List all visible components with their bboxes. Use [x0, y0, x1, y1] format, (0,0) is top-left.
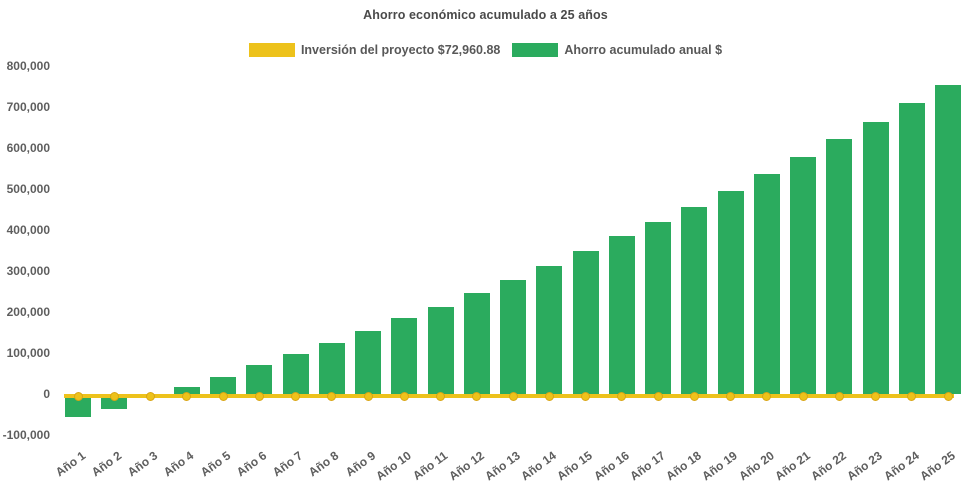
x-axis-label: Año 18	[663, 448, 705, 484]
bar-year-21	[790, 156, 816, 395]
investment-line-marker	[726, 391, 735, 401]
investment-line-marker	[218, 391, 228, 401]
y-axis-tick-label: 600,000	[6, 141, 50, 155]
legend-swatch-savings-icon	[512, 43, 559, 57]
bar-year-6	[246, 365, 273, 395]
x-axis-label: Año 9	[342, 448, 378, 480]
bar-year-5	[210, 376, 236, 395]
x-axis-label: Año 2	[88, 448, 125, 480]
investment-line-marker	[834, 391, 844, 401]
bar-year-11	[427, 306, 454, 395]
investment-line-marker	[653, 391, 663, 401]
bar-year-14	[536, 266, 563, 395]
x-axis-label: Año 14	[518, 448, 560, 484]
bar-year-12	[463, 292, 490, 395]
x-axis-label: Año 17	[627, 448, 668, 484]
y-axis-tick-label: 0	[43, 387, 50, 401]
legend-swatch-investment-icon	[248, 43, 295, 57]
x-axis-label: Año 6	[233, 448, 270, 480]
legend-label-savings: Ahorro acumulado anual $	[564, 43, 723, 57]
x-axis-label: Año 19	[699, 448, 741, 484]
chart-title: Ahorro económico acumulado a 25 años	[363, 8, 608, 22]
y-axis-tick-label: 200,000	[6, 305, 50, 319]
investment-line-marker	[109, 391, 119, 401]
investment-line-marker	[762, 391, 772, 401]
legend-entry-savings: Ahorro acumulado anual $	[512, 43, 722, 57]
y-axis-tick-label: -100,000	[2, 428, 50, 442]
investment-line-marker	[871, 391, 880, 401]
y-axis-tick-label: 100,000	[6, 346, 50, 360]
x-axis-label: Año 16	[590, 448, 632, 484]
investment-line-marker	[581, 391, 590, 401]
x-axis-label: Año 3	[125, 448, 161, 480]
bar-year-1	[65, 394, 91, 418]
x-axis-label: Año 12	[445, 448, 487, 484]
investment-line-marker	[73, 391, 83, 401]
investment-line-marker	[436, 391, 445, 401]
x-axis-label: Año 21	[772, 448, 813, 484]
investment-line-marker	[544, 391, 554, 401]
x-axis-label: Año 8	[306, 448, 342, 480]
legend-entry-investment: Inversión del proyecto $72,960.88	[248, 43, 501, 57]
bar-year-23	[862, 121, 889, 395]
bar-year-20	[753, 173, 780, 395]
investment-line-marker	[617, 391, 627, 401]
investment-line-marker	[291, 391, 300, 401]
bar-year-17	[645, 221, 671, 395]
investment-line-marker	[182, 391, 192, 401]
bar-year-15	[572, 251, 599, 395]
y-axis-tick-label: 700,000	[6, 100, 50, 114]
bar-year-10	[391, 318, 418, 395]
x-axis-label: Año 5	[197, 448, 233, 480]
legend-label-investment: Inversión del proyecto $72,960.88	[300, 43, 501, 57]
bar-year-4	[173, 386, 200, 395]
bar-year-9	[355, 331, 381, 395]
x-axis-label: Año 1	[52, 448, 88, 480]
x-axis-label: Año 7	[270, 448, 306, 480]
x-axis-label: Año 20	[735, 448, 777, 484]
x-axis-label: Año 4	[161, 448, 197, 480]
y-axis-tick-label: 500,000	[6, 182, 50, 196]
x-axis-label: Año 11	[410, 448, 451, 483]
x-axis-label: Año 13	[482, 448, 523, 484]
bar-year-18	[681, 207, 708, 395]
investment-line-marker	[254, 391, 264, 401]
investment-line-marker	[907, 391, 917, 401]
bar-year-7	[282, 354, 309, 395]
bar-year-25	[935, 84, 961, 395]
bar-year-16	[608, 236, 635, 395]
x-axis-label: Año 25	[917, 448, 958, 484]
investment-line-marker	[146, 391, 155, 401]
x-axis-label: Año 10	[373, 448, 415, 484]
x-axis-label: Año 15	[554, 448, 596, 484]
bar-year-24	[898, 103, 925, 395]
investment-line-marker	[327, 391, 337, 401]
x-axis-label: Año 22	[808, 448, 850, 484]
investment-line-marker	[943, 391, 953, 401]
investment-line-marker	[399, 391, 409, 401]
investment-line-marker	[363, 391, 373, 401]
bar-year-13	[500, 279, 526, 395]
legend: Inversión del proyecto $72,960.88 Ahorro…	[0, 43, 971, 57]
x-axis-label: Año 24	[880, 448, 922, 484]
investment-line-marker	[689, 391, 699, 401]
y-axis-tick-label: 300,000	[6, 264, 50, 278]
y-axis-tick-label: 400,000	[6, 223, 50, 237]
investment-line-marker	[508, 391, 518, 401]
y-axis-tick-label: 800,000	[6, 59, 50, 73]
bar-year-22	[826, 138, 853, 395]
bar-year-19	[717, 191, 744, 395]
bar-year-2	[101, 394, 128, 410]
investment-line-marker	[472, 391, 482, 401]
investment-line-marker	[798, 391, 808, 401]
x-axis-label: Año 23	[844, 448, 886, 484]
bar-year-8	[318, 343, 345, 395]
